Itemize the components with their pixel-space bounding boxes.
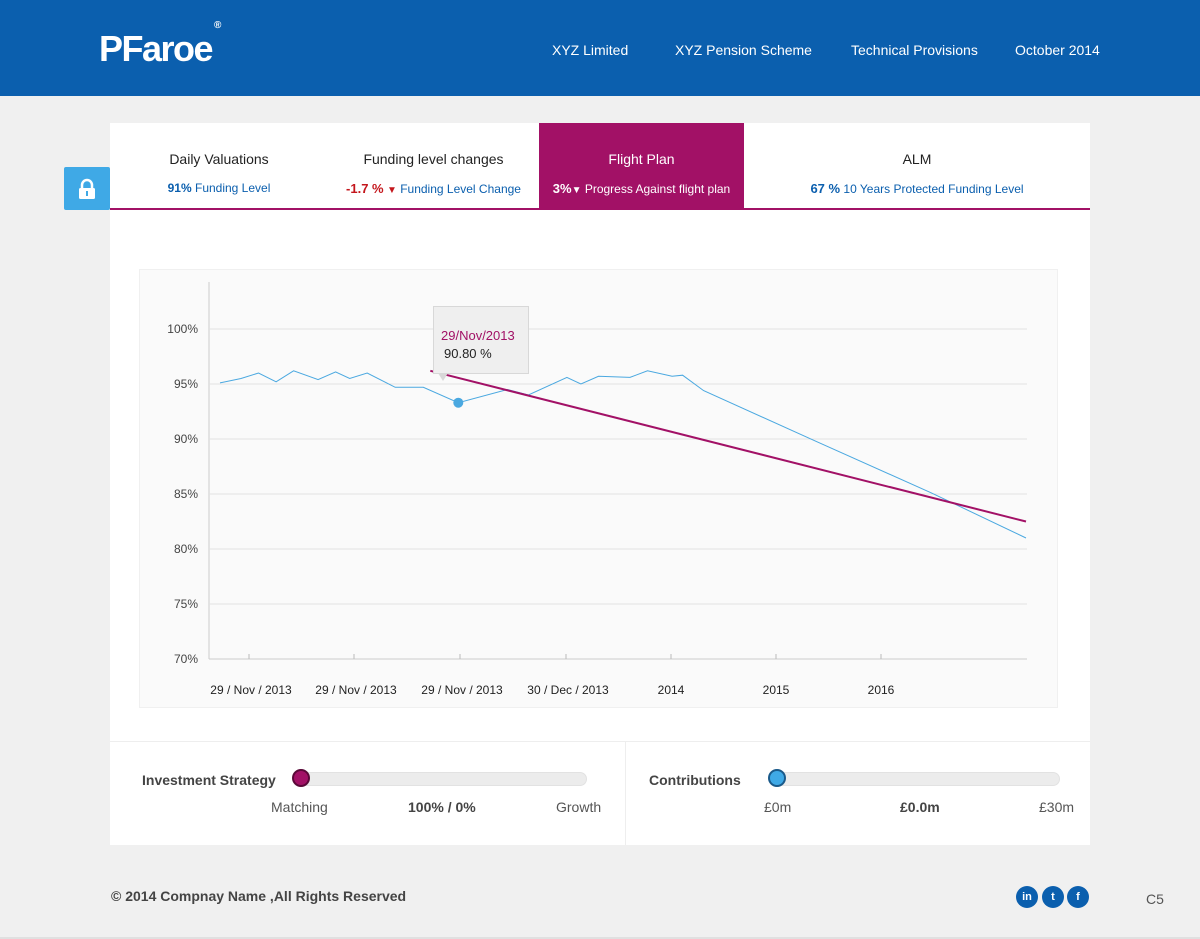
contributions-slider[interactable] [776, 772, 1060, 786]
contributions-max-label: £30m [1039, 799, 1075, 815]
metric-caption: Progress Against flight plan [584, 182, 731, 196]
page-code: C5 [1146, 891, 1164, 907]
metric-value: 3% [552, 181, 572, 196]
x-tick-label: 29 / Nov / 2013 [210, 683, 292, 697]
investment-strategy-slider[interactable] [300, 772, 587, 786]
controls-divider [110, 741, 1090, 742]
lock-button[interactable] [64, 167, 110, 210]
x-tick-label: 29 / Nov / 2013 [421, 683, 503, 697]
x-tick-label: 2014 [658, 683, 685, 697]
tab-title: Daily Valuations [169, 151, 269, 167]
chart-canvas: 100% 95% 90% 85% 80% 75% 70% 29 / Nov / 2013 29 … [167, 282, 1027, 697]
y-tick-label: 70% [174, 652, 198, 666]
tab-metric: -1.7 % ▼ Funding Level Change [328, 181, 539, 196]
highlight-point [453, 397, 464, 408]
investment-max-label: Growth [556, 799, 602, 815]
contributions-min-label: £0m [764, 799, 792, 815]
contributions-label: Contributions [649, 772, 741, 788]
down-arrow-icon: ▼ [386, 185, 397, 196]
metric-caption: 10 Years Protected Funding Level [843, 182, 1024, 196]
x-tick-label: 30 / Dec / 2013 [527, 683, 609, 697]
metric-value: -1.7 % [346, 181, 384, 196]
investment-min-label: Matching [271, 799, 328, 815]
y-tick-label: 95% [174, 377, 198, 391]
tab-daily-valuations[interactable]: Daily Valuations 91% Funding Level [110, 123, 328, 208]
flight-plan-chart: 100% 95% 90% 85% 80% 75% 70% 29 / Nov / 2013 29 … [139, 269, 1058, 708]
logo[interactable]: PFaroe® [99, 20, 222, 69]
tooltip-date: 29/Nov/2013 [441, 328, 515, 343]
tab-alm[interactable]: ALM 67 % 10 Years Protected Funding Leve… [744, 123, 1090, 208]
tab-metric: 3%▼ Progress Against flight plan [539, 181, 744, 196]
y-tick-label: 100% [167, 322, 198, 336]
tab-title: ALM [902, 151, 932, 167]
nav-company[interactable]: XYZ Limited [552, 42, 629, 58]
y-tick-label: 90% [174, 432, 198, 446]
chart-tooltip: 29/Nov/2013 90.80 % [433, 306, 529, 381]
lock-icon [79, 178, 95, 199]
tooltip-value: 90.80 % [444, 346, 492, 361]
nav-scheme[interactable]: XYZ Pension Scheme [675, 42, 812, 58]
tab-title: Flight Plan [608, 151, 675, 167]
tab-metric: 67 % 10 Years Protected Funding Level [744, 181, 1090, 196]
y-tick-label: 85% [174, 487, 198, 501]
metric-caption: Funding Level Change [400, 182, 521, 196]
tab-metric: 91% Funding Level [110, 181, 328, 195]
linkedin-icon[interactable]: in [1016, 886, 1038, 908]
metric-caption: Funding Level [194, 181, 271, 195]
nav-basis[interactable]: Technical Provisions [851, 42, 978, 58]
controls-divider-vertical [625, 741, 626, 845]
nav-date[interactable]: October 2014 [1015, 42, 1100, 58]
y-tick-label: 75% [174, 597, 198, 611]
investment-strategy-handle[interactable] [292, 769, 310, 787]
bottom-divider [0, 937, 1200, 939]
tab-funding-level-changes[interactable]: Funding level changes -1.7 % ▼ Funding L… [328, 123, 539, 208]
contributions-value: £0.0m [900, 799, 940, 815]
contributions-handle[interactable] [768, 769, 786, 787]
investment-value: 100% / 0% [408, 799, 476, 815]
x-tick-label: 2015 [763, 683, 790, 697]
x-tick-label: 29 / Nov / 2013 [315, 683, 397, 697]
facebook-icon[interactable]: f [1067, 886, 1089, 908]
x-tick-label: 2016 [868, 683, 895, 697]
metric-value: 91% [167, 181, 192, 195]
flight-plan-line [430, 369, 1027, 523]
top-bar: PFaroe® XYZ Limited XYZ Pension Scheme T… [0, 0, 1200, 96]
tab-flight-plan[interactable]: Flight Plan 3%▼ Progress Against flight … [539, 123, 744, 208]
twitter-icon[interactable]: t [1042, 886, 1064, 908]
down-arrow-icon: ▼ [571, 185, 582, 196]
copyright: © 2014 Compnay Name ,All Rights Reserved [111, 888, 407, 904]
metric-value: 67 % [810, 181, 841, 196]
investment-strategy-label: Investment Strategy [142, 772, 276, 788]
tab-title: Funding level changes [363, 151, 504, 167]
tab-bar: Daily Valuations 91% Funding Level Fundi… [110, 123, 1090, 210]
y-tick-label: 80% [174, 542, 198, 556]
funding-level-line [219, 370, 1027, 539]
